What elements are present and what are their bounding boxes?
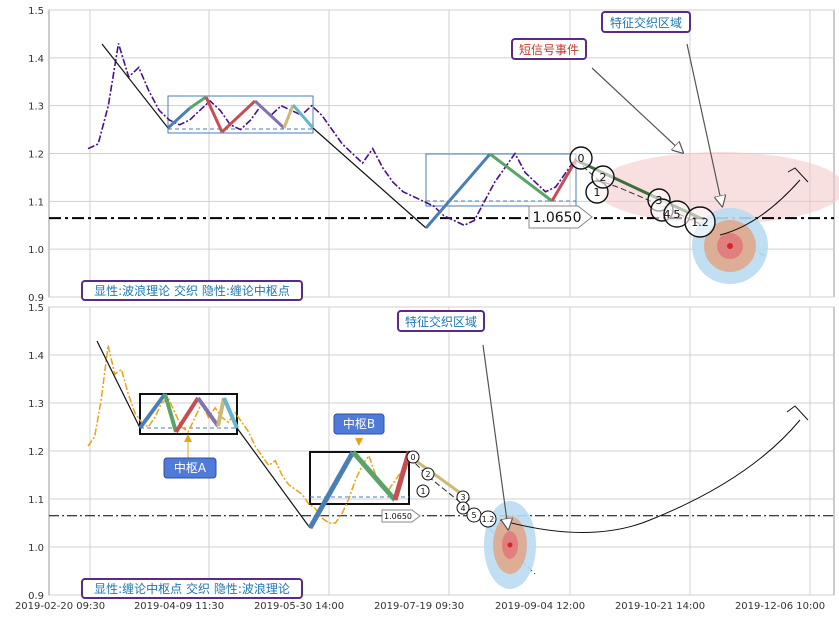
bottom-y-tick-label: 1.2 xyxy=(28,447,44,458)
bottom-trend-line-2 xyxy=(236,427,311,529)
bottom-x-tick-label: 2019-07-19 09:30 xyxy=(374,601,464,612)
bottom-trend-line-1 xyxy=(96,340,141,429)
top-wave-segments-2 xyxy=(424,152,578,229)
bottom-wave-label-5: 5 xyxy=(471,511,476,520)
bottom-pivot-b-label: 中枢B xyxy=(343,416,375,431)
top-wave-label-0: 0 xyxy=(578,152,585,165)
bottom-x-tick-label: 2019-10-21 14:00 xyxy=(615,601,705,612)
bottom-caption-box: 显性:缠论中枢点 交织 隐性:波浪理论 xyxy=(81,578,303,599)
top-y-axis: 0.9 1.0 1.1 1.2 1.3 1.4 1.5 xyxy=(28,6,44,304)
bottom-wave-label-1: 1 xyxy=(420,487,425,496)
bottom-pivot-b-box: 中枢B xyxy=(333,413,385,435)
bottom-wave-label-3: 3 xyxy=(460,493,465,502)
top-target-dot xyxy=(727,243,733,249)
bottom-pivot-box-a xyxy=(139,393,238,435)
top-price-tag-label: 1.0650 xyxy=(533,210,582,226)
top-y-tick-label: 1.1 xyxy=(28,197,44,208)
bottom-y-tick-label: 1.3 xyxy=(28,399,44,410)
bottom-x-tick-label: 2019-12-06 10:00 xyxy=(735,601,825,612)
top-short-signal-arrow xyxy=(591,67,682,152)
bottom-wave-segments-a xyxy=(138,392,239,434)
bottom-feature-arrow xyxy=(482,344,508,528)
top-y-tick-label: 1.5 xyxy=(28,6,44,17)
bottom-pivot-a-box: 中枢A xyxy=(163,457,217,479)
bottom-panel: 0.91.01.11.21.31.41.5 2019-02-20 09:30 20… xyxy=(15,303,835,612)
bottom-wave-labels: 0 1 2 3 4 5 1.2 xyxy=(406,450,497,528)
top-caption-label: 显性:波浪理论 交织 隐性:缠论中枢点 xyxy=(94,283,290,298)
bottom-pivot-b-pointer xyxy=(355,438,363,446)
top-caption-box: 显性:波浪理论 交织 隐性:缠论中枢点 xyxy=(81,280,303,301)
bottom-feature-zone-box: 特征交织区域 xyxy=(397,310,485,332)
bottom-wave-label-4: 4 xyxy=(460,504,465,513)
bottom-y-tick-label: 0.9 xyxy=(28,591,44,602)
top-price-series xyxy=(87,43,577,227)
bottom-grid xyxy=(49,306,834,596)
top-wave-label-2: 2 xyxy=(600,171,607,184)
top-feature-zone-label: 特征交织区域 xyxy=(610,15,682,30)
bottom-arc xyxy=(499,419,801,533)
top-short-signal-box: 短信号事件 xyxy=(511,38,587,60)
bottom-y-tick-label: 1.4 xyxy=(28,351,44,362)
top-pivot-box-2 xyxy=(425,153,577,207)
bottom-caption-label: 显性:缠论中枢点 交织 隐性:波浪理论 xyxy=(94,581,290,596)
bottom-y-tick-label: 1.0 xyxy=(28,543,44,554)
top-y-tick-label: 1.0 xyxy=(28,245,44,256)
bottom-wave-label-0: 0 xyxy=(410,453,415,462)
bottom-pivot-box-b xyxy=(309,451,410,505)
top-short-signal-label: 短信号事件 xyxy=(519,43,579,57)
top-y-tick-label: 1.4 xyxy=(28,54,44,65)
bottom-feature-zone-label: 特征交织区域 xyxy=(405,314,477,329)
top-trend-line-2 xyxy=(312,127,427,229)
bottom-wave-label-2: 2 xyxy=(425,470,430,479)
top-arc-head xyxy=(787,167,809,183)
top-pivot-box-1 xyxy=(167,95,314,134)
bottom-pivot-a-pointer xyxy=(184,434,192,442)
bottom-x-axis: 2019-02-20 09:30 2019-04-09 11:30 2019-05-… xyxy=(15,601,825,612)
bottom-y-tick-label: 1.5 xyxy=(28,303,44,314)
top-wave-label-1-2: 1.2 xyxy=(691,216,709,229)
top-wave-segments-1 xyxy=(166,95,315,134)
top-y-tick-label: 1.3 xyxy=(28,102,44,113)
top-panel: 0.9 1.0 1.1 1.2 1.3 1.4 1.5 xyxy=(28,6,839,304)
top-trend-line-1 xyxy=(101,43,169,129)
top-feature-zone-box: 特征交织区域 xyxy=(601,11,691,33)
bottom-y-axis: 0.9 1.0 1.1 1.2 1.3 1.4 1.5 xyxy=(28,303,44,602)
top-y-tick-label: 0.9 xyxy=(28,293,44,304)
bottom-x-tick-label: 2019-05-30 14:00 xyxy=(254,601,344,612)
bottom-wave-label-1-2: 1.2 xyxy=(482,515,495,524)
bottom-target-dot xyxy=(507,542,513,548)
bottom-price-tag: 1.0650 xyxy=(381,509,421,523)
top-wave-label-4: 4 xyxy=(664,208,671,221)
bottom-y-tick-label: 1.1 xyxy=(28,495,44,506)
bottom-wave-segments-b xyxy=(307,450,412,530)
top-arc xyxy=(719,179,801,236)
top-price-tag: 1.0650 xyxy=(528,205,593,229)
top-y-tick-label: 1.2 xyxy=(28,150,44,161)
bottom-price-series xyxy=(87,345,410,524)
top-wave-label-3: 3 xyxy=(656,194,663,207)
bottom-x-tick-label: 2019-02-20 09:30 xyxy=(15,601,105,612)
top-wave-labels: 0 1 2 3 4 5 1.2 xyxy=(569,146,716,238)
bottom-pivot-a-label: 中枢A xyxy=(174,460,207,475)
top-wave-label-1: 1 xyxy=(594,186,601,199)
bottom-arc-head xyxy=(786,405,809,421)
top-wave-label-5: 5 xyxy=(674,208,681,221)
bottom-x-tick-label: 2019-09-04 12:00 xyxy=(495,601,585,612)
top-feature-arrow xyxy=(686,43,722,205)
bottom-x-tick-label: 2019-04-09 11:30 xyxy=(134,601,224,612)
bottom-price-tag-label: 1.0650 xyxy=(384,512,412,521)
